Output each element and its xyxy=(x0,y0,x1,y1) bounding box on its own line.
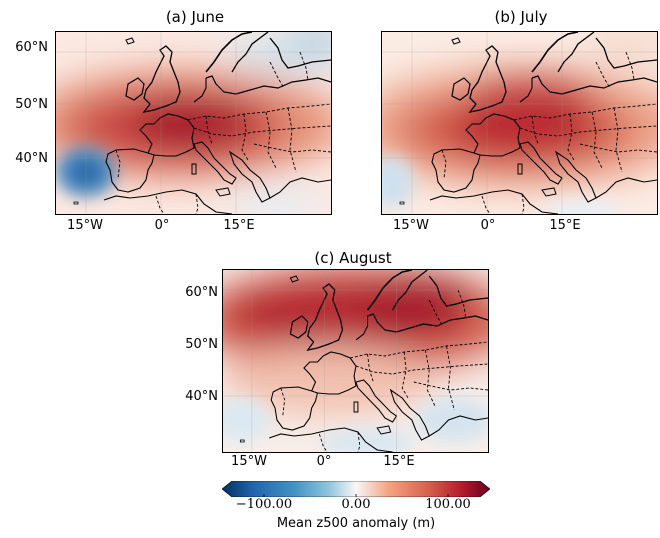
panel-july: (b) July 15°W 0° 15°E xyxy=(330,0,660,240)
colorbar-tick-neg100: −100.00 xyxy=(235,497,293,512)
lat-label-60n: 60°N xyxy=(185,285,218,300)
panel-title: (a) June xyxy=(165,8,225,26)
lon-label-15e: 15°E xyxy=(383,454,415,469)
map-june xyxy=(55,31,332,215)
colorbar-tick-0: 0.00 xyxy=(341,497,371,512)
lat-label-60n: 60°N xyxy=(15,40,48,55)
anomaly-field xyxy=(56,32,331,214)
anomaly-field xyxy=(382,32,657,214)
lon-label-15e: 15°E xyxy=(223,218,255,233)
lon-label-0: 0° xyxy=(316,454,332,469)
lat-label-40n: 40°N xyxy=(185,389,218,404)
anomaly-field xyxy=(223,270,488,452)
lon-label-0: 0° xyxy=(154,218,170,233)
lat-label-50n: 50°N xyxy=(185,337,218,352)
lat-label-50n: 50°N xyxy=(15,97,48,112)
colorbar-label: Mean z500 anomaly (m) xyxy=(276,516,436,531)
map-august xyxy=(222,269,489,453)
colorbar-tick-100: 100.00 xyxy=(425,497,471,512)
colorbar xyxy=(222,481,490,497)
panel-title: (b) July xyxy=(494,8,548,26)
lon-label-15w: 15°W xyxy=(67,218,103,233)
lon-label-15w: 15°W xyxy=(393,218,429,233)
lat-label-40n: 40°N xyxy=(15,151,48,166)
lon-label-15w: 15°W xyxy=(231,454,267,469)
colorbar-gradient xyxy=(222,481,490,497)
panel-june: (a) June 60°N 50°N 40°N 15°W 0° 15°E xyxy=(0,0,332,240)
panel-august: (c) August 60°N 50°N 40°N 15°W 0° 15°E xyxy=(165,245,495,477)
panel-title: (c) August xyxy=(314,249,392,267)
map-july xyxy=(381,31,658,215)
lon-label-0: 0° xyxy=(480,218,496,233)
lon-label-15e: 15°E xyxy=(549,218,581,233)
